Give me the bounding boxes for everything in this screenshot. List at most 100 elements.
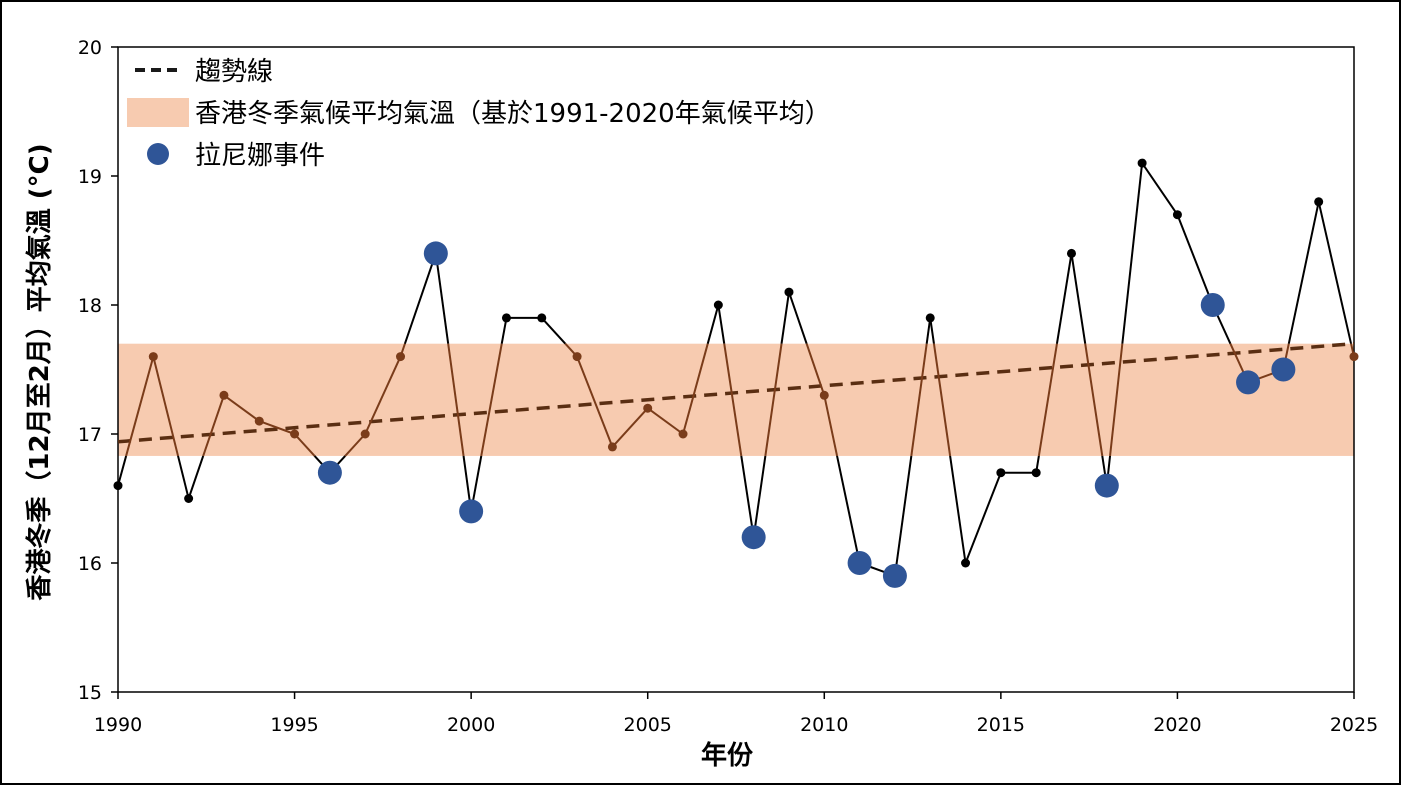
series-segment <box>752 455 767 538</box>
la-nina-point <box>741 525 766 550</box>
data-point <box>254 416 264 426</box>
data-point <box>1137 158 1147 168</box>
data-point <box>572 352 582 362</box>
series-segment <box>344 433 366 457</box>
series-segment <box>836 455 861 564</box>
data-point <box>643 403 653 413</box>
data-point <box>819 390 829 400</box>
series-layer <box>113 158 1359 577</box>
series-segment <box>1055 253 1073 344</box>
series-segment <box>788 291 808 345</box>
series-segment <box>1084 343 1104 457</box>
data-point <box>1314 197 1324 207</box>
series-segment <box>910 343 928 457</box>
series-segment <box>434 253 450 344</box>
data-point <box>113 481 123 491</box>
data-point <box>996 468 1006 478</box>
series-segment <box>187 455 205 499</box>
series-segment <box>364 356 402 435</box>
data-point <box>360 429 370 439</box>
x-tick-label: 2000 <box>447 714 495 736</box>
la-nina-point <box>459 499 484 524</box>
y-tick-label: 16 <box>78 553 102 575</box>
series-segment <box>223 394 260 422</box>
series-segment <box>1037 343 1058 457</box>
series-segment <box>1070 253 1087 344</box>
climate-band-layer <box>118 343 1354 456</box>
legend: 趨勢線 香港冬季氣候平均氣溫（基於1991-2020年氣候平均） 拉尼娜事件 <box>127 57 831 171</box>
data-point <box>184 494 194 503</box>
x-tick-label: 2010 <box>800 714 848 736</box>
la-nina-point <box>1236 370 1261 395</box>
series-segment <box>893 455 913 577</box>
series-segment <box>717 304 726 344</box>
series-segment <box>541 317 567 345</box>
series-segment <box>1121 162 1144 344</box>
y-axis-title: 香港冬季（12月至2月）平均氣溫 (°C) <box>24 143 55 600</box>
data-point <box>148 352 158 362</box>
series-segment <box>480 343 503 457</box>
legend-trend-label: 趨勢線 <box>195 57 273 87</box>
series-segment <box>293 433 316 457</box>
series-segment <box>1317 201 1353 344</box>
legend-band-swatch <box>127 98 189 127</box>
series-segment <box>764 343 783 457</box>
series-segment <box>964 472 1002 564</box>
series-segment <box>117 455 128 486</box>
la-nina-point <box>1200 293 1225 317</box>
data-point <box>713 300 723 310</box>
la-nina-point <box>882 563 907 588</box>
series-segment <box>823 395 839 457</box>
series-segment <box>682 343 709 435</box>
la-nina-dots-layer <box>317 241 1296 588</box>
series-segment <box>447 343 465 457</box>
x-tick-label: 2020 <box>1153 714 1201 736</box>
series-segment <box>805 343 826 396</box>
series-segment <box>258 420 295 435</box>
y-tick-label: 20 <box>78 37 102 59</box>
data-point <box>1172 210 1182 220</box>
series-segment <box>152 356 180 457</box>
series-segment <box>780 291 790 344</box>
y-tick-label: 19 <box>78 166 102 188</box>
series-segment <box>177 455 190 499</box>
x-tick-label: 2005 <box>624 714 672 736</box>
x-tick-label: 2025 <box>1330 714 1378 736</box>
x-tick-label: 1995 <box>270 714 318 736</box>
y-tick-label: 18 <box>78 295 102 317</box>
data-point <box>1066 248 1076 258</box>
x-axis-title: 年份 <box>701 740 753 771</box>
data-point <box>1349 352 1359 362</box>
series-segment <box>202 394 225 457</box>
data-point <box>784 287 794 297</box>
data-point <box>501 313 511 323</box>
la-nina-point <box>423 241 448 266</box>
y-tick-label: 17 <box>78 424 102 446</box>
la-nina-point <box>847 551 872 575</box>
climate-band <box>118 343 1354 456</box>
data-point <box>290 429 300 439</box>
series-segment <box>932 343 952 457</box>
legend-la-nina-swatch <box>147 143 169 165</box>
axes: 15 16 17 18 19 20 1990 1995 2000 2005 2010 2015 2020… <box>78 37 1378 736</box>
data-point <box>537 313 547 323</box>
x-tick-label: 1990 <box>94 714 142 736</box>
series-segment <box>706 304 720 344</box>
legend-band-label: 香港冬季氣候平均氣溫（基於1991-2020年氣候平均） <box>195 99 831 129</box>
data-point <box>607 442 617 452</box>
legend-la-nina-label: 拉尼娜事件 <box>195 141 325 171</box>
data-point <box>219 390 229 400</box>
plot-border <box>117 46 1355 693</box>
x-tick-label: 2015 <box>977 714 1025 736</box>
data-point <box>961 558 971 568</box>
series-segment <box>1176 214 1214 306</box>
trend-layer <box>117 341 1355 444</box>
la-nina-point <box>1271 357 1296 382</box>
trend-line <box>117 341 1355 444</box>
series-segment <box>949 455 967 564</box>
series-segment <box>647 407 684 435</box>
series-segment <box>740 455 755 538</box>
series-segment <box>576 356 614 448</box>
